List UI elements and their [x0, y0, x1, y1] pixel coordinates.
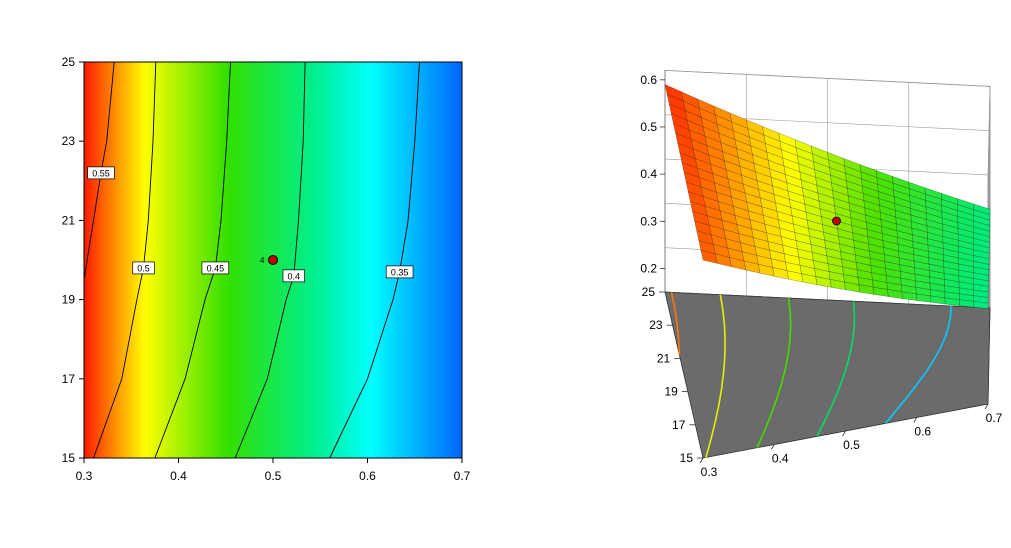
design-point-marker [268, 255, 278, 265]
floor-contour [705, 294, 726, 458]
contour-label-0.4: 0.4 [282, 269, 305, 283]
y-tick-label: 25 [62, 55, 76, 69]
b-y-tick-label: 23 [649, 318, 663, 332]
panel-a-y-ticks: 15 17 19 21 23 25 [62, 55, 84, 465]
x-tick-label: 0.3 [76, 469, 93, 483]
contour-label-text: 0.45 [207, 263, 225, 273]
surface-cell [973, 301, 989, 309]
y-tick-label: 23 [62, 134, 76, 148]
y-tick-label: 17 [62, 372, 76, 386]
surface-cell [973, 238, 990, 249]
contour-label-0.35: 0.35 [385, 265, 414, 279]
floor-contour [816, 301, 856, 437]
panel-a: 0.550.5 0.450.4 0.35 4 0.3 0.4 0.5 0.6 0.7 151… [62, 55, 471, 483]
floor-contour [884, 306, 952, 424]
b-z-tick-label: 0.5 [640, 120, 657, 134]
floor-contour [756, 298, 792, 449]
surface-design-point [832, 216, 841, 226]
panel-b-z-ticks: 0.2 0.3 0.4 0.5 0.6 [640, 73, 665, 275]
panel-b-design-point [832, 216, 841, 226]
b-y-tick-label: 15 [680, 451, 694, 465]
b-z-tick-label: 0.4 [640, 167, 657, 181]
surface-cell [973, 289, 989, 298]
b-y-tick-label: 19 [664, 385, 678, 399]
panel-b-y-ticks: 15 17 19 21 23 25 [642, 285, 703, 465]
panel-a-contour-labels: 0.55 0.5 0.45 0.4 0.35 [87, 166, 414, 283]
b-x-tick-label: 0.5 [843, 438, 860, 452]
x-tick-label: 0.5 [265, 469, 282, 483]
panel-b-surface-mesh [664, 84, 991, 309]
contour-label-0.45: 0.45 [201, 261, 230, 275]
b-z-tick-label: 0.2 [640, 261, 657, 275]
b-x-tick-mark [699, 457, 704, 464]
surface-cell [973, 209, 991, 221]
contour-label-text: 0.35 [391, 267, 409, 277]
contour-label-0.5: 0.5 [132, 261, 155, 275]
b-x-tick-mark [984, 403, 989, 410]
y-tick-label: 15 [62, 451, 76, 465]
b-x-tick-mark [770, 444, 775, 450]
contour-label-text: 0.5 [137, 263, 150, 273]
floor-plane [664, 291, 991, 459]
b-y-tick-label: 21 [657, 351, 671, 365]
b-x-tick-label: 0.6 [914, 425, 931, 439]
contour-label-0.55: 0.55 [87, 166, 115, 180]
x-tick-label: 0.4 [170, 469, 187, 483]
b-x-tick-mark [913, 417, 918, 423]
b-y-tick-label: 25 [642, 285, 656, 299]
surface-cell [973, 220, 990, 232]
surface-cell [973, 261, 990, 271]
panel-a-x-ticks: 0.3 0.4 0.5 0.6 0.7 [76, 458, 471, 483]
b-y-tick-label: 17 [672, 418, 686, 432]
b-x-tick-label: 0.3 [701, 465, 718, 479]
x-tick-label: 0.6 [359, 469, 376, 483]
x-tick-label: 0.7 [454, 469, 471, 483]
contour-label-text: 0.55 [92, 168, 110, 178]
surface-cell [973, 272, 989, 282]
panel-b-x-ticks: 0.3 0.4 0.5 0.6 0.7 [699, 403, 1003, 479]
b-x-tick-label: 0.4 [772, 452, 789, 466]
panel-a-design-point: 4 [260, 255, 278, 265]
surface-cell [973, 249, 990, 260]
panel-b-floor [664, 291, 991, 459]
b-x-tick-label: 0.7 [986, 411, 1003, 425]
y-tick-label: 19 [62, 293, 76, 307]
y-tick-label: 21 [62, 213, 76, 227]
floor-contour [670, 292, 681, 356]
contour-label-text: 0.4 [288, 271, 301, 281]
design-point-count: 4 [260, 256, 265, 265]
surface-cell [973, 215, 991, 226]
b-z-tick-label: 0.3 [640, 214, 657, 228]
b-x-tick-mark [842, 430, 846, 437]
b-z-tick-label: 0.6 [640, 73, 657, 87]
surface-cell [973, 243, 990, 254]
